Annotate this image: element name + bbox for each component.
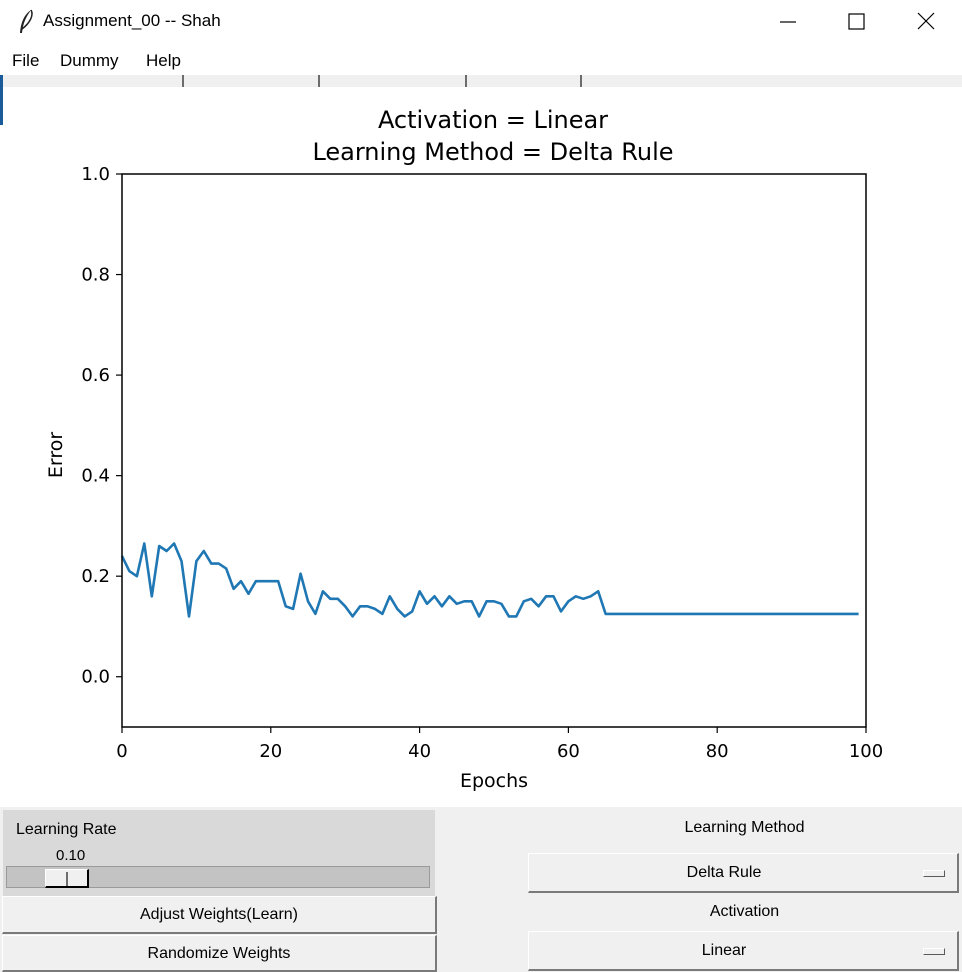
error-series-line — [120, 542, 859, 618]
toolbar-separator — [580, 75, 582, 87]
menu-dummy[interactable]: Dummy — [60, 51, 119, 70]
x-tick-label: 0 — [116, 741, 127, 762]
chart-subtitle: Learning Method = Delta Rule — [312, 138, 673, 166]
close-button[interactable] — [893, 0, 959, 44]
error-chart: Activation = Linear Learning Method = De… — [45, 106, 883, 792]
menu-file[interactable]: File — [12, 51, 40, 70]
y-tick-label: 0.8 — [81, 265, 110, 286]
handle-grip — [66, 872, 68, 886]
x-tick-label: 60 — [557, 741, 580, 762]
menu-help[interactable]: Help — [146, 51, 181, 70]
toolbar-separator — [318, 75, 320, 87]
window-title: Assignment_00 -- Shah — [43, 11, 221, 30]
window-titlebar: Assignment_00 -- Shah — [0, 0, 962, 44]
x-axis-label: Epochs — [460, 770, 528, 792]
randomize-weights-button[interactable]: Randomize Weights — [2, 935, 437, 972]
learning-method-dropdown[interactable]: Delta Rule — [528, 853, 959, 893]
learning-method-value: Delta Rule — [686, 864, 762, 881]
x-tick-label: 20 — [259, 741, 282, 762]
toolbar-strip — [3, 75, 962, 87]
y-axis-label: Error — [45, 432, 67, 479]
minimize-icon — [780, 21, 796, 23]
learning-rate-slider[interactable] — [6, 866, 430, 888]
x-tick-label: 40 — [408, 741, 431, 762]
y-tick-label: 0.6 — [81, 365, 110, 386]
close-icon — [917, 12, 935, 30]
maximize-button[interactable] — [823, 0, 889, 44]
x-tick-label: 80 — [706, 741, 729, 762]
learning-rate-value: 0.10 — [56, 847, 86, 864]
activation-value: Linear — [701, 942, 747, 959]
dropdown-indicator-icon — [923, 870, 945, 877]
adjust-weights-button[interactable]: Adjust Weights(Learn) — [2, 896, 437, 934]
maximize-icon — [848, 13, 865, 30]
minimize-button[interactable] — [755, 0, 821, 44]
menu-bar: File Dummy Help — [0, 44, 962, 75]
y-tick-label: 1.0 — [81, 164, 110, 185]
chart-title: Activation = Linear — [378, 106, 608, 134]
y-tick-label: 0.0 — [81, 667, 110, 688]
toolbar-separator — [182, 75, 184, 87]
y-tick-label: 0.4 — [81, 466, 110, 487]
slider-handle[interactable] — [45, 869, 89, 888]
feather-icon — [20, 9, 33, 33]
activation-dropdown[interactable]: Linear — [528, 931, 959, 971]
dropdown-indicator-icon — [923, 948, 945, 955]
plot-canvas[interactable]: Activation = Linear Learning Method = De… — [3, 87, 962, 807]
plot-frame — [121, 173, 867, 728]
toolbar-separator — [465, 75, 467, 87]
x-tick-label: 100 — [849, 741, 883, 762]
learning-rate-label: Learning Rate — [16, 821, 117, 838]
learning-method-label: Learning Method — [684, 819, 805, 836]
activation-label: Activation — [709, 903, 780, 920]
window-edge — [0, 75, 3, 125]
y-tick-label: 0.2 — [81, 566, 110, 587]
